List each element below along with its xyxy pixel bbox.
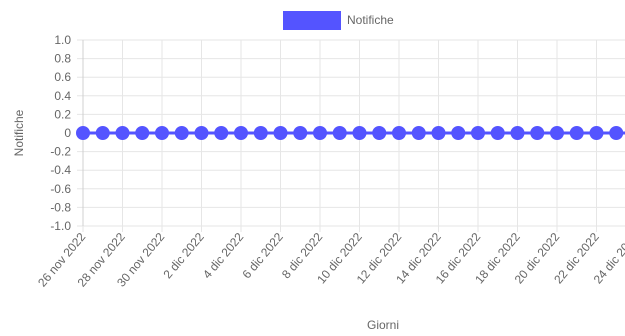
legend-swatch-notifiche[interactable] bbox=[283, 11, 341, 30]
y-tick-label: 0.8 bbox=[54, 52, 71, 66]
data-point[interactable] bbox=[352, 126, 367, 140]
data-point[interactable] bbox=[569, 126, 584, 140]
data-point[interactable] bbox=[451, 126, 466, 140]
data-point[interactable] bbox=[550, 126, 564, 140]
y-tick-label: -0.6 bbox=[50, 182, 71, 196]
y-tick-label: -0.4 bbox=[50, 163, 71, 177]
data-point[interactable] bbox=[76, 126, 90, 140]
y-tick-label: -0.8 bbox=[50, 200, 71, 214]
y-tick-label: -1.0 bbox=[50, 219, 71, 233]
data-point[interactable] bbox=[234, 126, 248, 140]
y-tick-label: 1.0 bbox=[54, 33, 71, 47]
y-axis-title: Notifiche bbox=[12, 109, 26, 156]
data-point[interactable] bbox=[293, 126, 308, 140]
legend[interactable]: Notifiche bbox=[283, 11, 394, 30]
data-point[interactable] bbox=[273, 126, 288, 140]
data-point[interactable] bbox=[95, 126, 110, 140]
data-point[interactable] bbox=[530, 126, 545, 140]
data-point[interactable] bbox=[471, 126, 485, 140]
data-point[interactable] bbox=[155, 126, 169, 140]
data-point[interactable] bbox=[332, 126, 347, 140]
data-point[interactable] bbox=[609, 126, 624, 140]
data-point[interactable] bbox=[115, 126, 130, 140]
y-tick-label: 0 bbox=[64, 126, 71, 140]
legend-label-notifiche[interactable]: Notifiche bbox=[347, 13, 394, 27]
y-axis-ticks: 1.0 0.8 0.6 0.4 0.2 0 -0.2 -0.4 -0.6 -0.8 -1.0 bbox=[50, 33, 71, 233]
data-point[interactable] bbox=[510, 126, 525, 140]
data-point[interactable] bbox=[135, 126, 150, 140]
data-point[interactable] bbox=[372, 126, 387, 140]
x-axis-title: Giorni bbox=[367, 318, 399, 332]
data-point[interactable] bbox=[194, 126, 209, 140]
data-point[interactable] bbox=[313, 126, 327, 140]
data-point[interactable] bbox=[253, 126, 268, 140]
y-tick-label: 0.6 bbox=[54, 70, 71, 84]
data-point[interactable] bbox=[490, 126, 505, 140]
y-tick-label: -0.2 bbox=[50, 145, 71, 159]
data-point[interactable] bbox=[411, 126, 426, 140]
data-point[interactable] bbox=[431, 126, 446, 140]
data-point[interactable] bbox=[174, 126, 189, 140]
series-notifiche bbox=[76, 126, 625, 140]
data-point[interactable] bbox=[214, 126, 229, 140]
data-point[interactable] bbox=[392, 126, 406, 140]
y-tick-label: 0.4 bbox=[54, 89, 71, 103]
data-point[interactable] bbox=[589, 126, 604, 140]
y-tick-label: 0.2 bbox=[54, 107, 71, 121]
